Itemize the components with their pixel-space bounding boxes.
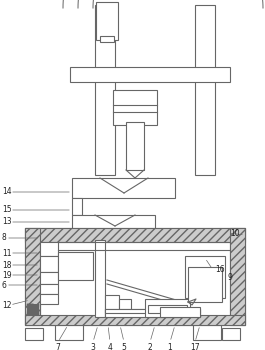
- Text: 3: 3: [91, 343, 95, 350]
- Bar: [126, 122, 144, 170]
- Bar: [70, 67, 230, 82]
- Bar: [195, 5, 215, 175]
- Bar: [25, 228, 245, 242]
- Bar: [95, 5, 115, 175]
- Bar: [40, 240, 230, 317]
- Bar: [72, 178, 175, 198]
- Bar: [185, 256, 225, 298]
- Bar: [40, 256, 58, 272]
- Text: 11: 11: [2, 248, 11, 258]
- Text: 10: 10: [230, 229, 240, 238]
- Text: 1: 1: [168, 343, 172, 350]
- Bar: [148, 305, 187, 313]
- Bar: [72, 215, 155, 228]
- Bar: [40, 272, 58, 284]
- Bar: [160, 307, 200, 317]
- Bar: [40, 242, 58, 256]
- Text: 8: 8: [2, 233, 7, 243]
- Text: 6: 6: [2, 280, 7, 289]
- Bar: [230, 228, 245, 325]
- Bar: [25, 315, 245, 325]
- Text: 2: 2: [148, 343, 152, 350]
- Text: 17: 17: [190, 343, 200, 350]
- Bar: [188, 267, 222, 302]
- Bar: [145, 299, 190, 317]
- Text: 16: 16: [215, 266, 225, 274]
- Text: 12: 12: [2, 301, 11, 309]
- Bar: [25, 328, 43, 340]
- Bar: [105, 295, 119, 317]
- Bar: [95, 240, 105, 317]
- Bar: [55, 325, 83, 340]
- Bar: [105, 309, 200, 313]
- Text: 5: 5: [122, 343, 126, 350]
- Bar: [113, 90, 157, 125]
- Text: 15: 15: [2, 205, 12, 215]
- Bar: [193, 325, 221, 340]
- Bar: [96, 2, 118, 40]
- Bar: [72, 198, 82, 215]
- Text: 14: 14: [2, 188, 12, 196]
- Bar: [100, 36, 114, 42]
- Text: 13: 13: [2, 217, 12, 226]
- Text: 19: 19: [2, 271, 12, 280]
- Text: 9: 9: [228, 273, 233, 282]
- Bar: [40, 294, 58, 304]
- Text: 7: 7: [56, 343, 60, 350]
- Text: 18: 18: [2, 260, 11, 270]
- Bar: [119, 299, 131, 317]
- Bar: [25, 228, 245, 325]
- Bar: [222, 328, 240, 340]
- Bar: [25, 228, 40, 325]
- Text: 4: 4: [108, 343, 112, 350]
- Bar: [105, 309, 200, 317]
- Bar: [58, 252, 93, 280]
- Bar: [40, 284, 58, 294]
